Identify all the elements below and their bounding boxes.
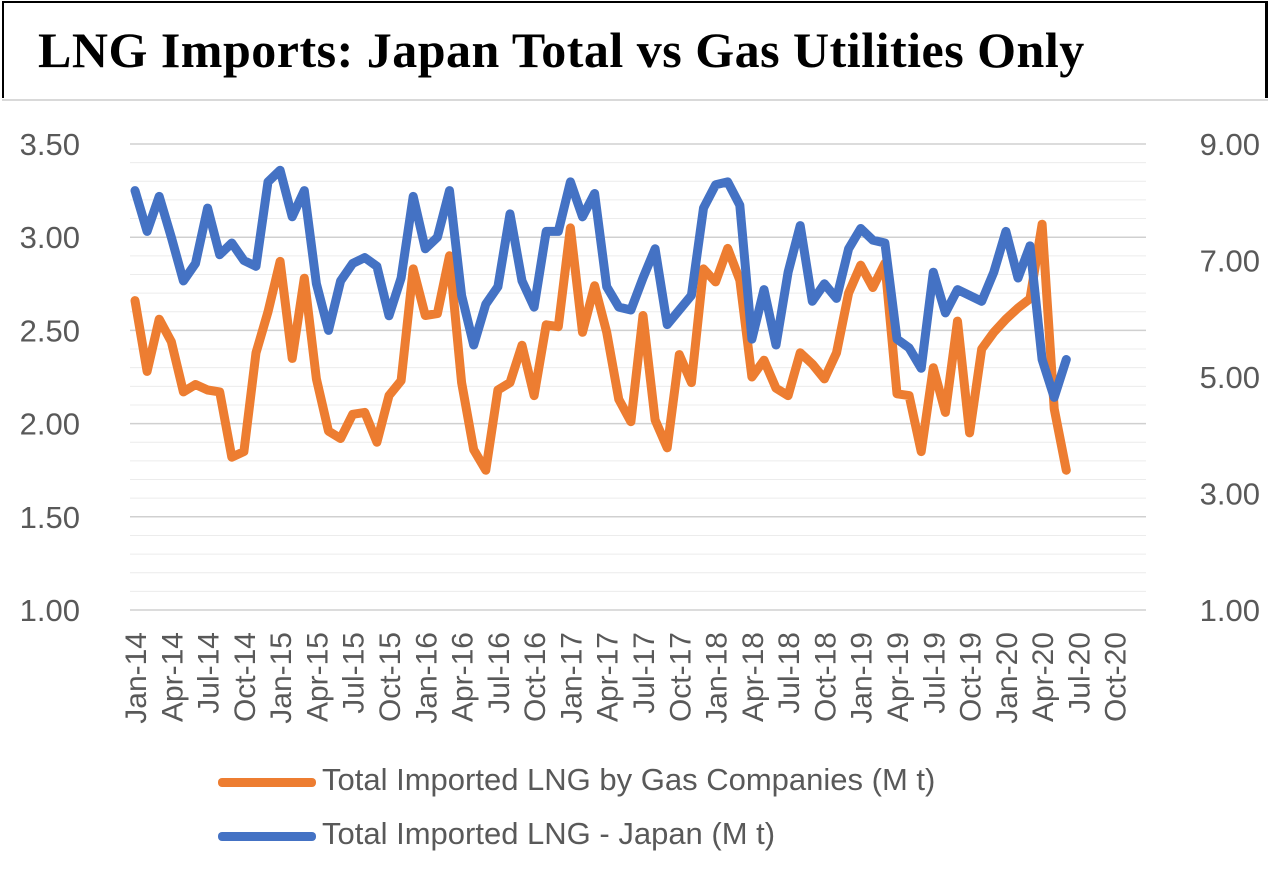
x-axis-tick-label: Jan-15 (265, 632, 298, 724)
series-line-japan-total (130, 165, 1071, 402)
left-axis-tick-label: 3.50 (20, 127, 80, 162)
left-axis-tick-label: 3.00 (20, 220, 80, 255)
x-axis-tick-label: Apr-15 (301, 632, 334, 722)
x-axis-tick-label: Oct-20 (1100, 632, 1133, 722)
x-axis-tick-label: Oct-17 (664, 632, 697, 722)
x-axis-tick-label: Oct-15 (374, 632, 407, 722)
right-axis-tick-label: 3.00 (1200, 477, 1260, 512)
major-gridlines (130, 143, 1146, 611)
legend-label-japan-total: Total Imported LNG - Japan (M t) (322, 816, 776, 851)
x-axis-tick-label: Apr-18 (737, 632, 770, 722)
x-axis-tick-label: Apr-17 (592, 632, 625, 722)
x-axis-tick-label: Jan-18 (701, 632, 734, 724)
x-axis-tick-label: Jul-14 (193, 632, 226, 714)
left-axis-tick-labels: 3.50 3.00 2.50 2.00 1.50 1.00 (20, 127, 80, 628)
legend-swatch-japan-total (218, 832, 316, 841)
x-axis-tick-label: Jan-14 (120, 632, 153, 724)
x-axis-tick-label: Jan-16 (410, 632, 443, 724)
legend-swatch-gas-companies (218, 778, 316, 787)
left-axis-tick-label: 2.00 (20, 407, 80, 442)
x-axis-tick-label: Jul-16 (483, 632, 516, 714)
right-axis-tick-label: 5.00 (1200, 360, 1260, 395)
x-axis-tick-label: Apr-14 (156, 632, 189, 722)
left-axis-tick-label: 2.50 (20, 313, 80, 348)
right-axis-tick-labels: 9.00 7.00 5.00 3.00 1.00 (1200, 127, 1260, 628)
x-axis-tick-label: Oct-16 (519, 632, 552, 722)
x-axis-tick-label: Jan-17 (555, 632, 588, 724)
title-separator (2, 99, 1268, 101)
x-axis-tick-labels: Jan-14 Apr-14 Jul-14 Oct-14 Jan-15 Apr-15 Jul-… (120, 632, 1133, 724)
x-axis-tick-label: Oct-18 (809, 632, 842, 722)
x-axis-tick-label: Jul-19 (918, 632, 951, 714)
legend-label-gas-companies: Total Imported LNG by Gas Companies (M t… (322, 762, 936, 797)
x-axis-tick-label: Jan-20 (991, 632, 1024, 724)
x-axis-tick-label: Apr-20 (1027, 632, 1060, 722)
series-layer (130, 165, 1071, 475)
x-axis-tick-label: Jul-18 (773, 632, 806, 714)
x-axis-tick-label: Jul-15 (338, 632, 371, 714)
left-axis-tick-label: 1.00 (20, 593, 80, 628)
right-axis-tick-label: 7.00 (1200, 244, 1260, 279)
chart-title: LNG Imports: Japan Total vs Gas Utilitie… (38, 22, 1085, 78)
series-line-gas-companies (130, 219, 1071, 475)
left-axis-tick-label: 1.50 (20, 500, 80, 535)
x-axis-tick-label: Oct-14 (229, 632, 262, 722)
x-axis-tick-label: Apr-16 (447, 632, 480, 722)
x-axis-tick-label: Jul-20 (1063, 632, 1096, 714)
x-axis-tick-label: Jul-17 (628, 632, 661, 714)
right-axis-tick-label: 1.00 (1200, 593, 1260, 628)
title-box: LNG Imports: Japan Total vs Gas Utilitie… (2, 1, 1268, 98)
x-axis-tick-label: Jan-19 (846, 632, 879, 724)
x-axis-tick-label: Apr-19 (882, 632, 915, 722)
x-axis-tick-label: Oct-19 (955, 632, 988, 722)
right-axis-tick-label: 9.00 (1200, 127, 1260, 162)
